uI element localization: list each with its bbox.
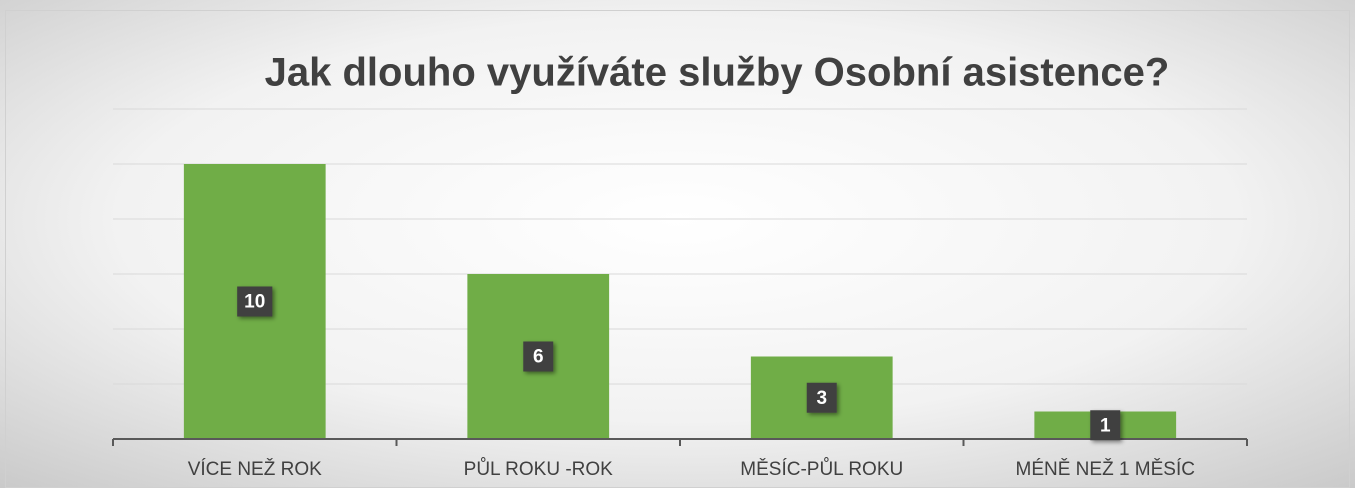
data-label: 3 (816, 388, 827, 409)
data-label-box (1090, 410, 1121, 441)
chart-title: Jak dlouho využíváte služby Osobní asist… (265, 51, 1170, 95)
data-label-box (806, 382, 837, 413)
data-label: 10 (244, 292, 265, 313)
x-tick-label: MĚSÍC-PŮL ROKU (740, 458, 903, 480)
data-label-box (237, 286, 273, 317)
data-label: 1 (1100, 415, 1111, 436)
x-tick-label: PŮL ROKU -ROK (464, 458, 614, 480)
x-tick-label: MÉNĚ NEŽ 1 MĚSÍC (1016, 458, 1195, 480)
data-label-box (523, 341, 554, 372)
data-label: 6 (533, 347, 544, 368)
x-tick-label: VÍCE NEŽ ROK (188, 458, 322, 480)
